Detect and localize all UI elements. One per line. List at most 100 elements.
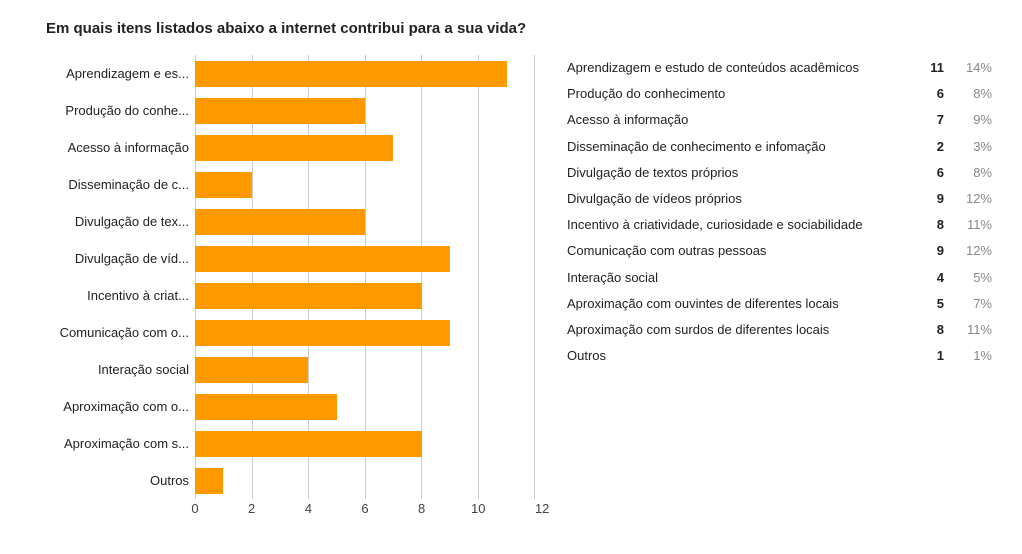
table-row-count: 2 (916, 138, 944, 156)
gridline (421, 129, 478, 166)
gridline (534, 166, 535, 203)
bar (195, 209, 365, 235)
gridline (252, 166, 309, 203)
table-row-label: Disseminação de conhecimento e infomação (567, 138, 916, 156)
chart-title: Em quais itens listados abaixo a interne… (46, 20, 992, 37)
x-tick: 2 (223, 501, 280, 516)
gridline (365, 166, 422, 203)
table-row-label: Acesso à informação (567, 111, 916, 129)
bar-area (195, 277, 535, 314)
table-row: Produção do conhecimento68% (567, 81, 992, 107)
table-row-label: Aprendizagem e estudo de conteúdos acadê… (567, 59, 916, 77)
table-row-percent: 12% (944, 190, 992, 208)
bar (195, 394, 337, 420)
gridline (365, 462, 422, 499)
bar-label: Interação social (30, 362, 195, 377)
bar (195, 135, 393, 161)
content-row: Aprendizagem e es... Produção do conhe...… (30, 55, 992, 516)
bar-row: Aprendizagem e es... (30, 55, 535, 92)
gridline (478, 351, 535, 388)
bar-area (195, 240, 535, 277)
gridline (421, 388, 478, 425)
bar-row: Produção do conhe... (30, 92, 535, 129)
table-row-label: Outros (567, 347, 916, 365)
table-row-percent: 11% (944, 216, 992, 234)
gridline (365, 351, 422, 388)
bar-label: Incentivo à criat... (30, 288, 195, 303)
x-tick: 10 (450, 501, 507, 516)
table-row: Interação social45% (567, 265, 992, 291)
bar-label: Aprendizagem e es... (30, 66, 195, 81)
x-tick: 8 (393, 501, 450, 516)
gridline (308, 351, 365, 388)
bar-label: Comunicação com o... (30, 325, 195, 340)
gridline (534, 388, 535, 425)
gridline (365, 388, 422, 425)
bar-row: Comunicação com o... (30, 314, 535, 351)
table-row-label: Divulgação de vídeos próprios (567, 190, 916, 208)
gridline (421, 277, 478, 314)
table-row-label: Interação social (567, 269, 916, 287)
bar-label: Divulgação de víd... (30, 251, 195, 266)
bar-row: Aproximação com s... (30, 425, 535, 462)
gridline (534, 92, 535, 129)
bar-row: Incentivo à criat... (30, 277, 535, 314)
table-row: Divulgação de vídeos próprios912% (567, 186, 992, 212)
gridline (421, 203, 478, 240)
x-tick: 0 (167, 501, 224, 516)
gridline (534, 351, 535, 388)
bar-area (195, 166, 535, 203)
table-row-percent: 3% (944, 138, 992, 156)
chart-gridlines (195, 462, 535, 499)
bar-chart: Aprendizagem e es... Produção do conhe...… (30, 55, 535, 516)
bar-area (195, 388, 535, 425)
bar (195, 357, 308, 383)
table-row: Comunicação com outras pessoas912% (567, 238, 992, 264)
bar (195, 431, 422, 457)
gridline (308, 462, 365, 499)
gridline (534, 462, 535, 499)
x-axis: 024681012 (195, 501, 535, 516)
bar-area (195, 92, 535, 129)
gridline (421, 166, 478, 203)
bar-area (195, 462, 535, 499)
bar (195, 61, 507, 87)
table-row-count: 7 (916, 111, 944, 129)
gridline (478, 462, 535, 499)
table-row-percent: 7% (944, 295, 992, 313)
table-row: Incentivo à criatividade, curiosidade e … (567, 212, 992, 238)
table-row-count: 5 (916, 295, 944, 313)
gridline (478, 425, 535, 462)
gridline (534, 314, 535, 351)
gridline (478, 92, 535, 129)
x-tick: 4 (280, 501, 337, 516)
gridline (478, 129, 535, 166)
bar-row: Disseminação de c... (30, 166, 535, 203)
table-row-count: 1 (916, 347, 944, 365)
table-row-label: Divulgação de textos próprios (567, 164, 916, 182)
table-row-percent: 12% (944, 242, 992, 260)
bar-area (195, 314, 535, 351)
bar (195, 246, 450, 272)
bar-row: Aproximação com o... (30, 388, 535, 425)
bar (195, 172, 252, 198)
data-table: Aprendizagem e estudo de conteúdos acadê… (567, 55, 992, 369)
gridline (421, 92, 478, 129)
gridline (365, 203, 422, 240)
gridline (478, 240, 535, 277)
bar-area (195, 425, 535, 462)
table-row-label: Aproximação com surdos de diferentes loc… (567, 321, 916, 339)
bar-label: Outros (30, 473, 195, 488)
bar-label: Acesso à informação (30, 140, 195, 155)
table-row: Divulgação de textos próprios68% (567, 160, 992, 186)
gridline (534, 277, 535, 314)
table-row: Acesso à informação79% (567, 107, 992, 133)
bar (195, 320, 450, 346)
table-row-percent: 8% (944, 164, 992, 182)
bar-label: Disseminação de c... (30, 177, 195, 192)
table-row-count: 6 (916, 85, 944, 103)
gridline (478, 277, 535, 314)
table-row-count: 11 (916, 59, 944, 77)
table-row-count: 8 (916, 321, 944, 339)
gridline (421, 351, 478, 388)
